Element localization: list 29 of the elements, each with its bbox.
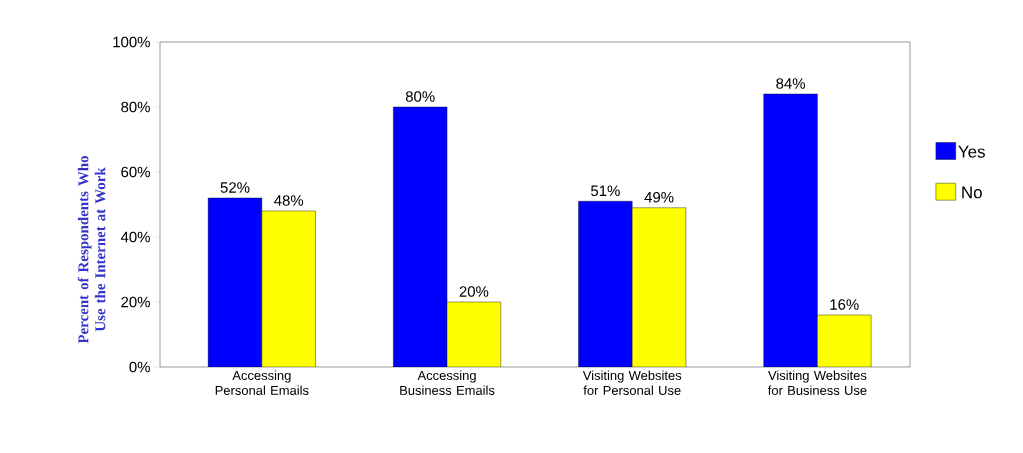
y-tick-label: 0%	[129, 361, 150, 373]
y-tick-label: 60%	[121, 166, 150, 178]
bar	[261, 210, 316, 367]
data-label: 51%	[591, 185, 620, 197]
data-label: 48%	[274, 195, 304, 206]
bar	[632, 207, 687, 367]
x-tick-label: Visiting Websites for Business Use	[767, 370, 867, 395]
bar	[578, 201, 633, 367]
y-tick-label: 80%	[121, 101, 150, 113]
x-tick-label: Visiting Websites for Personal Use	[582, 370, 682, 395]
x-tick-label: Accessing Business Emails	[400, 370, 495, 395]
legend-label: No	[962, 186, 982, 199]
y-tick-label: 100%	[113, 36, 150, 48]
bar	[817, 314, 872, 367]
data-label: 80%	[405, 91, 435, 102]
y-tick-label: 40%	[120, 231, 150, 243]
x-tick-label: Accessing Personal Emails	[215, 370, 309, 395]
legend-label: Yes	[958, 145, 985, 158]
y-axis-title: Percent of Respondents Who Use the Internet at Work	[77, 155, 106, 344]
data-label: 49%	[644, 191, 674, 203]
data-label: 52%	[220, 182, 250, 193]
bar	[763, 93, 818, 367]
data-label: 84%	[776, 78, 805, 89]
bar	[393, 106, 448, 367]
data-label: 16%	[830, 299, 859, 310]
data-label: 20%	[459, 286, 489, 297]
y-tick-label: 20%	[121, 296, 150, 308]
bar	[207, 197, 263, 367]
bar	[446, 301, 501, 367]
